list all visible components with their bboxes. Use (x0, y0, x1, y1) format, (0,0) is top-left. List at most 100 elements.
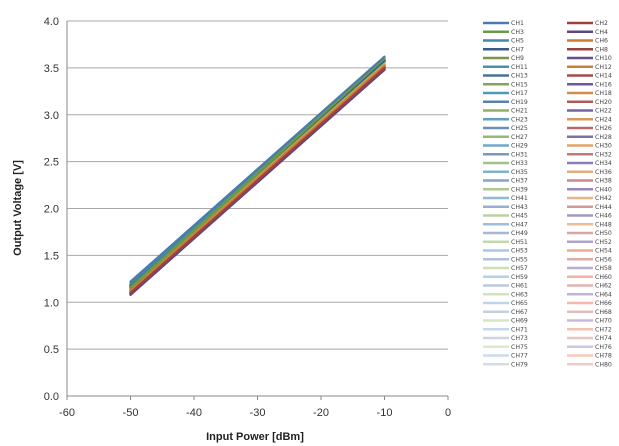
legend-label-ch25: CH25 (511, 125, 528, 132)
legend-label-ch19: CH19 (511, 99, 528, 106)
legend-label-ch11: CH11 (511, 64, 528, 71)
legend-label-ch18: CH18 (595, 90, 612, 97)
legend-label-ch54: CH54 (595, 248, 612, 255)
legend-label-ch80: CH80 (595, 361, 612, 368)
legend-label-ch5: CH5 (511, 38, 524, 45)
legend-label-ch16: CH16 (595, 81, 612, 88)
legend-label-ch71: CH71 (511, 326, 528, 333)
legend-label-ch49: CH49 (511, 230, 528, 237)
y-tick-label: 3.5 (44, 63, 59, 75)
legend-label-ch43: CH43 (511, 204, 528, 211)
grid (67, 20, 448, 397)
legend-label-ch28: CH28 (595, 134, 612, 141)
legend-label-ch72: CH72 (595, 326, 612, 333)
y-tick-label: 0.0 (44, 391, 59, 403)
legend-label-ch56: CH56 (595, 256, 612, 263)
legend-label-ch39: CH39 (511, 186, 528, 193)
legend-label-ch22: CH22 (595, 108, 612, 115)
legend-label-ch21: CH21 (511, 108, 528, 115)
legend-label-ch24: CH24 (595, 116, 612, 123)
y-tick-label: 0.5 (44, 344, 59, 356)
x-tick-label: -10 (377, 407, 393, 419)
legend-label-ch41: CH41 (511, 195, 528, 202)
legend-label-ch27: CH27 (511, 134, 528, 141)
legend-label-ch46: CH46 (595, 213, 612, 220)
x-tick-label: -50 (123, 407, 139, 419)
x-tick-label: 0 (445, 407, 451, 419)
y-axis-title: Output Voltage [V] (12, 160, 24, 256)
series-line-ch6 (129, 64, 386, 293)
legend-label-ch57: CH57 (511, 265, 528, 272)
legend-label-ch64: CH64 (595, 291, 612, 298)
x-tick-label: -60 (59, 407, 75, 419)
series-line-ch1 (129, 55, 386, 283)
legend-label-ch55: CH55 (511, 256, 528, 263)
legend-label-ch70: CH70 (595, 318, 612, 325)
legend-label-ch74: CH74 (595, 335, 612, 342)
legend-label-ch69: CH69 (511, 318, 528, 325)
legend-label-ch75: CH75 (511, 344, 528, 351)
legend-label-ch59: CH59 (511, 274, 528, 281)
legend-label-ch32: CH32 (595, 151, 612, 158)
legend-label-ch23: CH23 (511, 116, 528, 123)
legend-label-ch53: CH53 (511, 248, 528, 255)
legend-label-ch7: CH7 (511, 46, 524, 53)
legend-label-ch67: CH67 (511, 309, 528, 316)
legend-label-ch9: CH9 (511, 55, 524, 62)
legend-label-ch4: CH4 (595, 29, 608, 36)
legend-label-ch12: CH12 (595, 64, 612, 71)
legend-label-ch17: CH17 (511, 90, 528, 97)
legend-label-ch14: CH14 (595, 73, 612, 80)
legend-label-ch13: CH13 (511, 73, 528, 80)
legend-label-ch47: CH47 (511, 221, 528, 228)
legend-label-ch8: CH8 (595, 46, 608, 53)
y-tick-label: 1.5 (44, 250, 59, 262)
x-tick-labels: -60 -50 -40 -30 -20 -10 0 (59, 396, 451, 419)
y-tick-labels: 0.0 0.5 1.0 1.5 2.0 2.5 3.0 3.5 4.0 (44, 16, 59, 403)
legend-label-ch44: CH44 (595, 204, 612, 211)
legend-label-ch51: CH51 (511, 239, 528, 246)
series-line-ch2 (129, 66, 386, 294)
legend-label-ch35: CH35 (511, 169, 528, 176)
legend-label-ch78: CH78 (595, 353, 612, 360)
legend-label-ch48: CH48 (595, 221, 612, 228)
series-lines (129, 55, 386, 296)
y-tick-label: 1.0 (44, 297, 59, 309)
legend-label-ch1: CH1 (511, 20, 524, 27)
legend-label-ch30: CH30 (595, 143, 612, 150)
legend-label-ch63: CH63 (511, 291, 528, 298)
legend-label-ch52: CH52 (595, 239, 612, 246)
legend-label-ch26: CH26 (595, 125, 612, 132)
legend-label-ch50: CH50 (595, 230, 612, 237)
series-line-ch3 (129, 57, 386, 289)
legend-label-ch42: CH42 (595, 195, 612, 202)
y-tick-label: 2.5 (44, 157, 59, 169)
y-tick-label: 3.0 (44, 110, 59, 122)
legend-label-ch29: CH29 (511, 143, 528, 150)
legend-label-ch2: CH2 (595, 20, 608, 27)
legend-label-ch65: CH65 (511, 300, 528, 307)
legend-label-ch68: CH68 (595, 309, 612, 316)
y-tick-label: 2.0 (44, 204, 59, 216)
legend-label-ch62: CH62 (595, 283, 612, 290)
legend-label-ch33: CH33 (511, 160, 528, 167)
legend-label-ch79: CH79 (511, 361, 528, 368)
legend-label-ch36: CH36 (595, 169, 612, 176)
legend-label-ch38: CH38 (595, 178, 612, 185)
y-tick-label: 4.0 (44, 16, 59, 28)
legend-label-ch61: CH61 (511, 283, 528, 290)
legend-label-ch10: CH10 (595, 55, 612, 62)
x-tick-label: -40 (186, 407, 202, 419)
legend-label-ch45: CH45 (511, 213, 528, 220)
legend-label-ch77: CH77 (511, 353, 528, 360)
legend-label-ch20: CH20 (595, 99, 612, 106)
legend-label-ch73: CH73 (511, 335, 528, 342)
x-tick-label: -30 (250, 407, 266, 419)
legend-label-ch66: CH66 (595, 300, 612, 307)
legend-label-ch76: CH76 (595, 344, 612, 351)
legend-label-ch58: CH58 (595, 265, 612, 272)
legend-label-ch34: CH34 (595, 160, 612, 167)
legend-label-ch60: CH60 (595, 274, 612, 281)
legend: CH1 CH2 CH3 CH4 CH5 CH6 CH7 CH8 CH9 CH10 CH11 CH12 C… (483, 20, 612, 368)
